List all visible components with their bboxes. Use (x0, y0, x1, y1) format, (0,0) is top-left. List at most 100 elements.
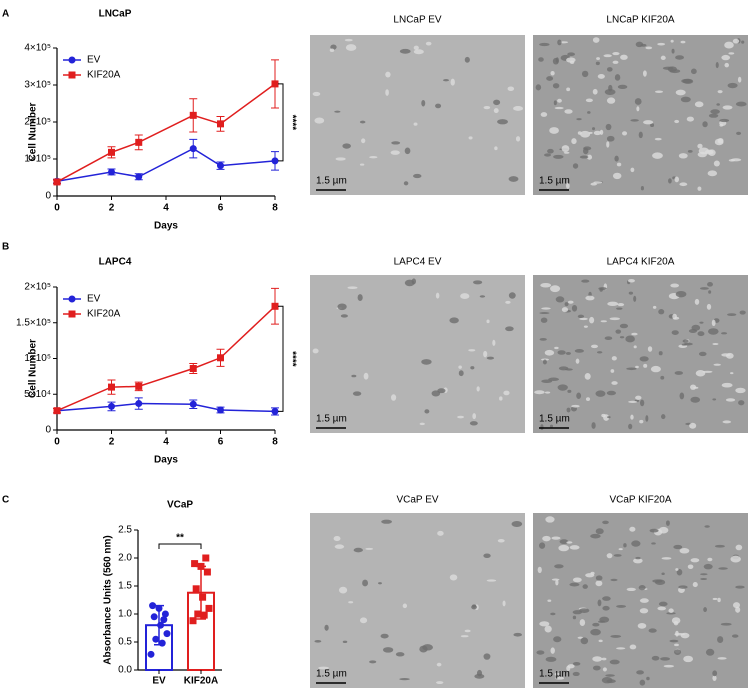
cell (738, 400, 745, 406)
marker (192, 585, 200, 593)
cell (612, 172, 622, 180)
cell (631, 540, 641, 547)
cell (540, 424, 544, 431)
cell (402, 603, 408, 609)
cell (536, 650, 545, 655)
marker (135, 173, 143, 181)
cell (585, 573, 595, 578)
chart-title: LNCaP (99, 9, 132, 20)
cell (572, 610, 583, 615)
cell (544, 625, 552, 633)
cell (687, 564, 694, 570)
cell (592, 88, 598, 95)
cell (635, 365, 639, 369)
cell (683, 342, 693, 346)
cell (700, 578, 708, 581)
cell (470, 366, 475, 370)
cell (553, 100, 557, 106)
cell (616, 604, 627, 608)
y-axis-label: Absorbance Units (560 nm) (103, 535, 114, 664)
cell (575, 358, 580, 364)
marker (108, 383, 115, 391)
marker (135, 400, 143, 408)
cell (567, 664, 575, 669)
chart-title: LAPC4 (99, 257, 132, 268)
cell (694, 298, 700, 305)
image-title: LAPC4 EV (394, 257, 442, 268)
cell (378, 582, 382, 585)
marker (161, 610, 169, 618)
cell (539, 42, 550, 47)
cell (730, 555, 741, 563)
image-title: LNCaP EV (393, 15, 442, 26)
cell (682, 339, 689, 343)
cell (735, 606, 741, 613)
cell (721, 382, 733, 388)
series-line (56, 402, 276, 413)
cell (505, 300, 511, 304)
cell (499, 396, 503, 401)
cell (626, 367, 637, 371)
cell (460, 293, 470, 300)
marker (150, 613, 158, 621)
cell (690, 384, 697, 390)
cell (611, 381, 618, 385)
marker (191, 560, 199, 568)
cell (650, 365, 661, 373)
cell (690, 558, 700, 563)
x-tick-label: EV (152, 676, 166, 687)
marker (194, 610, 202, 618)
cell (651, 542, 656, 545)
cell (603, 54, 612, 58)
cell (704, 525, 710, 528)
cell (679, 182, 688, 187)
cell (572, 163, 579, 169)
cell (697, 143, 703, 149)
cell (334, 544, 345, 549)
cell (550, 647, 555, 654)
x-tick-label: 0 (54, 203, 60, 214)
cell (705, 648, 715, 656)
cell (610, 369, 615, 373)
cell (694, 101, 704, 108)
cell (544, 349, 555, 356)
cell (544, 391, 551, 394)
cell (421, 99, 426, 107)
cell (717, 657, 727, 660)
cell (614, 74, 621, 81)
cell (680, 40, 686, 44)
marker (160, 616, 168, 624)
cell (713, 160, 720, 167)
cell (728, 52, 735, 55)
cell (564, 302, 569, 307)
cell (596, 57, 601, 60)
cell (639, 399, 645, 407)
cell (347, 286, 358, 290)
cell (413, 45, 419, 51)
cell (712, 670, 718, 677)
cell (554, 106, 564, 110)
cell (639, 598, 649, 603)
micrograph (533, 275, 748, 433)
cell (697, 331, 705, 337)
y-tick-label: 2.0 (118, 553, 132, 564)
cell (576, 118, 582, 121)
cell (732, 634, 739, 638)
y-tick-label: 2×10⁵ (24, 117, 51, 128)
cell (474, 673, 485, 679)
cell (640, 186, 644, 191)
image-title: LAPC4 KIF20A (607, 257, 675, 268)
cell (342, 143, 351, 149)
cell (604, 88, 616, 96)
cell (727, 82, 738, 89)
cell (363, 372, 369, 380)
cell (672, 313, 677, 320)
cell (391, 141, 401, 145)
y-tick-label: 1.0 (118, 609, 132, 620)
cell (651, 655, 660, 661)
cell (585, 295, 595, 301)
cell (329, 48, 335, 53)
significance-bracket (278, 83, 284, 162)
image-title: VCaP KIF20A (609, 495, 671, 506)
cell (539, 338, 547, 341)
